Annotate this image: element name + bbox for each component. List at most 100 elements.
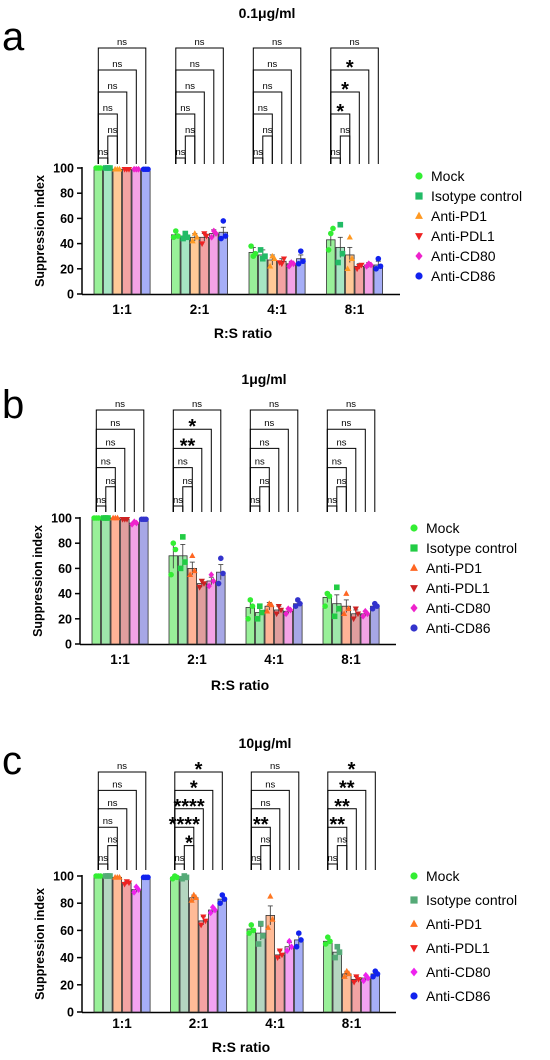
significance-label: ns [341,418,351,429]
data-point [131,518,138,526]
data-point [375,255,382,262]
y-tick-label: 20 [58,612,72,626]
significance-label: ns [265,779,275,790]
data-point [173,228,179,234]
bar [101,517,111,645]
legend-entry: Anti-CD80 [426,600,491,616]
x-tick-label: 1:1 [112,1016,132,1031]
bar [170,876,180,1013]
data-point [410,563,418,571]
bar [342,973,352,1013]
significance-bracket [336,845,348,870]
significance-bracket [326,505,338,512]
significance-bracket [107,135,118,164]
significance-label: ns [185,81,195,92]
data-point [410,945,418,953]
data-point [95,515,102,521]
data-point [283,610,289,618]
significance-label: ** [334,796,350,818]
data-point [107,165,113,171]
data-point [374,971,381,977]
data-point [196,585,203,591]
significance-label: * [185,833,193,855]
data-point [193,233,201,240]
data-point [135,165,142,173]
data-point [191,230,198,236]
bar [370,973,381,1013]
significance-label: ns [328,853,338,864]
bar [364,264,374,295]
legend-entry: Anti-PD1 [426,560,482,576]
legend-entry: Anti-PDL1 [426,940,490,956]
significance-label: ** [253,814,269,836]
bar [180,235,191,295]
bar [189,897,199,1013]
y-tick-label: 80 [60,897,74,911]
data-point [220,570,226,577]
significance-bracket [326,409,376,512]
x-axis-label: R:S ratio [212,1039,270,1055]
significance-label: **** [173,796,204,818]
legend-entry: Isotype control [426,540,517,556]
data-point [208,571,215,579]
bar [91,517,102,645]
bar [179,876,190,1013]
data-point [415,233,423,241]
significance-bracket [97,157,109,164]
significance-bracket [172,505,184,512]
data-point [410,896,418,904]
data-point [326,593,333,599]
data-point [180,235,186,242]
bar [122,168,132,295]
significance-bracket [327,771,376,870]
data-point [360,977,367,985]
data-point [355,977,362,983]
data-point [114,514,121,521]
data-point [200,914,207,921]
legend-entry: Mock [426,868,460,884]
data-point [267,262,274,269]
significance-label: ns [263,125,273,136]
significance-label: ns [190,59,200,70]
x-tick-label: 4:1 [265,1016,285,1031]
significance-bracket [172,409,222,512]
bar [218,231,229,295]
data-point [107,873,113,879]
bar [141,876,151,1013]
bar [122,882,132,1013]
y-tick-label: 0 [65,638,72,652]
significance-bracket [250,771,300,870]
data-point [298,248,304,254]
panel-title: 10μg/ml [239,735,292,751]
legend-entry: Anti-CD86 [426,620,491,636]
significance-label: ns [250,495,260,506]
significance-label: ns [108,81,118,92]
data-point [184,234,191,241]
data-point [280,256,288,263]
bar [275,954,285,1013]
significance-bracket [174,771,223,870]
data-point [415,211,423,219]
significance-bracket [105,486,116,512]
significance-label: ns [108,835,118,846]
data-point [277,607,285,614]
significance-label: ns [350,37,360,48]
panel-b: b 1μg/ml 0 20 40 60 80 100 Suppression index 1:1 2… [2,371,517,693]
significance-label: ns [253,147,263,158]
data-point [334,584,340,591]
data-point [210,577,217,585]
data-point [295,260,302,267]
data-point [145,874,151,881]
x-tick-label: 8:1 [342,1016,362,1031]
data-point [182,559,188,565]
data-point [170,234,177,241]
data-point [344,265,351,272]
data-point [341,973,348,979]
y-tick-label: 60 [58,562,72,576]
data-point [364,610,371,618]
data-point [188,897,195,903]
data-point [247,597,254,603]
significance-label: ns [340,125,350,136]
data-point [293,943,300,950]
data-point [269,916,276,922]
